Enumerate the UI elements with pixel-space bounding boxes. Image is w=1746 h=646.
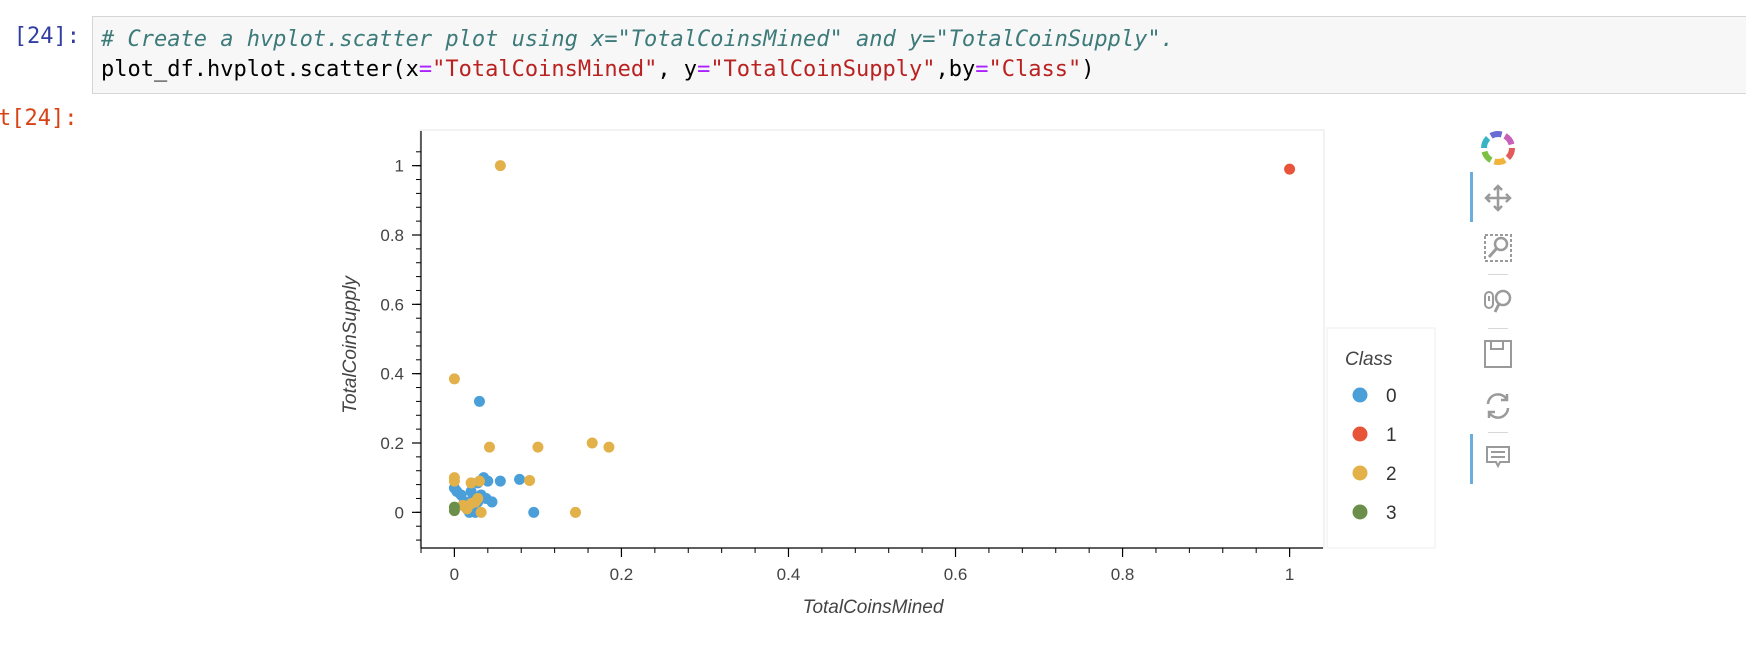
data-point-class-2[interactable] (465, 477, 477, 489)
data-point-class-1[interactable] (1284, 163, 1296, 175)
data-point-class-0[interactable] (482, 475, 494, 487)
toolbar-divider (1488, 274, 1508, 275)
code-arg-y: , y (657, 57, 698, 82)
legend-marker[interactable] (1352, 387, 1368, 403)
legend-title: Class (1345, 349, 1393, 370)
output-prompt: t[24]: (0, 106, 78, 131)
save-icon[interactable] (1478, 334, 1518, 374)
pan-active-indicator (1470, 172, 1473, 222)
data-point-class-2[interactable] (472, 492, 484, 504)
code-call: plot_df.hvplot.scatter(x (101, 57, 419, 82)
x-tick-label: 0.4 (777, 565, 801, 584)
code-comment: # Create a hvplot.scatter plot using x="… (101, 27, 1174, 52)
x-tick-label: 0 (450, 565, 459, 584)
toolbar-divider (1488, 328, 1508, 329)
y-tick-label: 0.8 (380, 226, 404, 245)
code-close-paren: ) (1081, 57, 1095, 82)
data-point-class-2[interactable] (532, 441, 544, 453)
y-tick-label: 0 (395, 503, 404, 522)
code-cell-input[interactable]: # Create a hvplot.scatter plot using x="… (92, 16, 1746, 94)
data-point-class-2[interactable] (570, 506, 582, 518)
y-tick-label: 1 (395, 157, 404, 176)
hover-icon[interactable] (1478, 438, 1518, 478)
data-point-class-0[interactable] (473, 395, 485, 407)
data-point-class-2[interactable] (494, 160, 506, 172)
data-point-class-2[interactable] (473, 475, 485, 487)
reset-icon[interactable] (1478, 386, 1518, 426)
points-layer (448, 160, 1296, 518)
data-point-class-0[interactable] (494, 475, 506, 487)
y-tick-label: 0.6 (380, 295, 404, 314)
x-tick-label: 1 (1285, 565, 1294, 584)
code-string-by: "Class" (988, 57, 1082, 82)
legend-entries: 0 1 2 3 (1352, 386, 1397, 524)
y-axis-label: TotalCoinSupply (340, 275, 361, 414)
data-point-class-2[interactable] (483, 441, 495, 453)
wheel-zoom-icon[interactable] (1478, 282, 1518, 322)
legend-label[interactable]: 3 (1386, 503, 1397, 524)
data-point-class-2[interactable] (603, 441, 615, 453)
pan-icon[interactable] (1478, 178, 1518, 218)
y-tick-label: 0.4 (380, 365, 404, 384)
data-point-class-2[interactable] (524, 474, 536, 486)
legend-label[interactable]: 1 (1386, 425, 1397, 446)
x-tick-label: 0.6 (944, 565, 968, 584)
x-tick-label: 0.2 (610, 565, 634, 584)
data-point-class-0[interactable] (528, 506, 540, 518)
x-axis-label: TotalCoinsMined (803, 597, 945, 618)
data-point-class-2[interactable] (448, 475, 460, 487)
code-operator: = (418, 57, 433, 82)
toolbar-divider (1488, 432, 1508, 433)
legend-box (1326, 327, 1436, 549)
axes-layer: 0 0.2 0.4 0.6 0.8 1 0 0.2 0.4 0.6 0.8 1 (380, 131, 1323, 584)
y-tick-label: 0.2 (380, 434, 404, 453)
legend-label[interactable]: 0 (1386, 386, 1397, 407)
data-point-class-2[interactable] (586, 437, 598, 449)
box-zoom-icon[interactable] (1478, 228, 1518, 268)
data-point-class-2[interactable] (461, 503, 473, 515)
code-operator: = (975, 57, 989, 82)
data-point-class-2[interactable] (448, 373, 460, 385)
data-point-class-2[interactable] (475, 506, 487, 518)
legend-marker[interactable] (1352, 465, 1368, 481)
input-prompt: [24]: (13, 24, 80, 49)
x-tick-label: 0.8 (1111, 565, 1135, 584)
code-string-y: "TotalCoinSupply" (710, 57, 936, 82)
hover-active-indicator (1470, 434, 1473, 484)
code-operator: = (697, 57, 711, 82)
data-point-class-0[interactable] (514, 473, 526, 485)
plot-frame (419, 129, 1325, 549)
data-point-class-0[interactable] (465, 486, 477, 498)
code-statement: plot_df.hvplot.scatter(x="TotalCoinsMine… (101, 57, 1094, 82)
legend-label[interactable]: 2 (1386, 464, 1397, 485)
legend-marker[interactable] (1352, 426, 1368, 442)
data-point-class-3[interactable] (448, 501, 460, 513)
data-point-class-0[interactable] (480, 492, 492, 504)
legend-marker[interactable] (1352, 504, 1368, 520)
code-arg-by: ,by (935, 57, 976, 82)
code-string-x: "TotalCoinsMined" (432, 57, 658, 82)
bokeh-logo-icon[interactable] (1478, 128, 1518, 168)
